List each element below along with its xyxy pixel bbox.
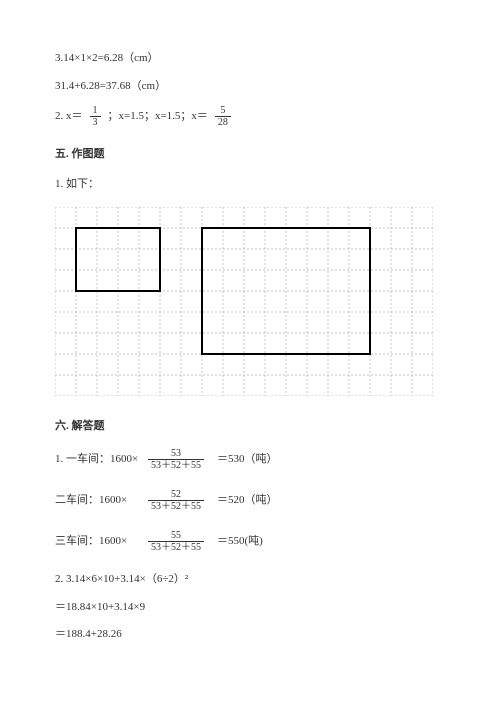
ans1-fraction: 53 53＋52＋55 [148,448,204,471]
calc-line-1: 3.14×1×2=6.28（cm） [55,50,445,68]
frac-den: 53＋52＋55 [148,542,204,553]
q2-line-3: ＝188.4+28.26 [55,626,445,644]
q2-line-1: 2. 3.14×6×10+3.14×（6÷2）² [55,571,445,589]
section-5-title: 五. 作图题 [55,146,445,164]
ans2-fraction: 52 53＋52＋55 [148,489,204,512]
frac-num: 1 [90,105,101,117]
q5-1: 1. 如下： [55,176,445,194]
frac-den: 28 [215,117,231,128]
answer-row-3: 三车间：1600× 55 53＋52＋55 ＝550(吨) [55,530,445,553]
q2-line-2: ＝18.84×10+3.14×9 [55,599,445,617]
grid-figure [55,207,445,396]
ans2-result: ＝520（吨） [217,492,278,510]
frac-den: 3 [90,117,101,128]
frac-den: 53＋52＋55 [148,460,204,471]
frac-num: 5 [215,105,231,117]
equation-2: 2. x＝ 1 3 ；x=1.5；x=1.5；x＝ 5 28 [55,105,445,128]
fraction-1-over-3: 1 3 [90,105,101,128]
ans3-label: 三车间：1600× [55,533,145,551]
ans2-label: 二车间：1600× [55,492,145,510]
section-6-title: 六. 解答题 [55,418,445,436]
ans1-label: 1. 一车间：1600× [55,451,145,469]
calc-line-2: 31.4+6.28=37.68（cm） [55,78,445,96]
fraction-5-over-28: 5 28 [215,105,231,128]
frac-num: 52 [148,489,204,501]
ans1-result: ＝530（吨） [217,451,278,469]
eq2-mid: ；x=1.5；x=1.5；x＝ [108,108,208,126]
answer-row-1: 1. 一车间：1600× 53 53＋52＋55 ＝530（吨） [55,448,445,471]
frac-den: 53＋52＋55 [148,501,204,512]
ans3-result: ＝550(吨) [217,533,263,551]
frac-num: 53 [148,448,204,460]
eq2-prefix: 2. x＝ [55,108,83,126]
grid-svg [55,207,433,396]
answer-row-2: 二车间：1600× 52 53＋52＋55 ＝520（吨） [55,489,445,512]
ans3-fraction: 55 53＋52＋55 [148,530,204,553]
frac-num: 55 [148,530,204,542]
